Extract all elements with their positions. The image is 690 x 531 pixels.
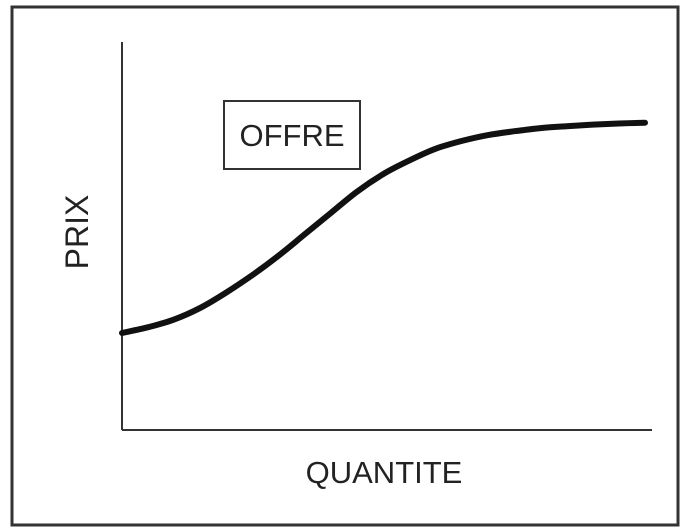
- annotation-label: OFFRE: [239, 118, 344, 153]
- annotation-box: [223, 100, 361, 170]
- chart-border: [10, 5, 680, 527]
- y-axis-label: PRIX: [59, 195, 95, 270]
- x-axis-label: QUANTITE: [306, 455, 463, 490]
- supply-curve: [119, 119, 648, 336]
